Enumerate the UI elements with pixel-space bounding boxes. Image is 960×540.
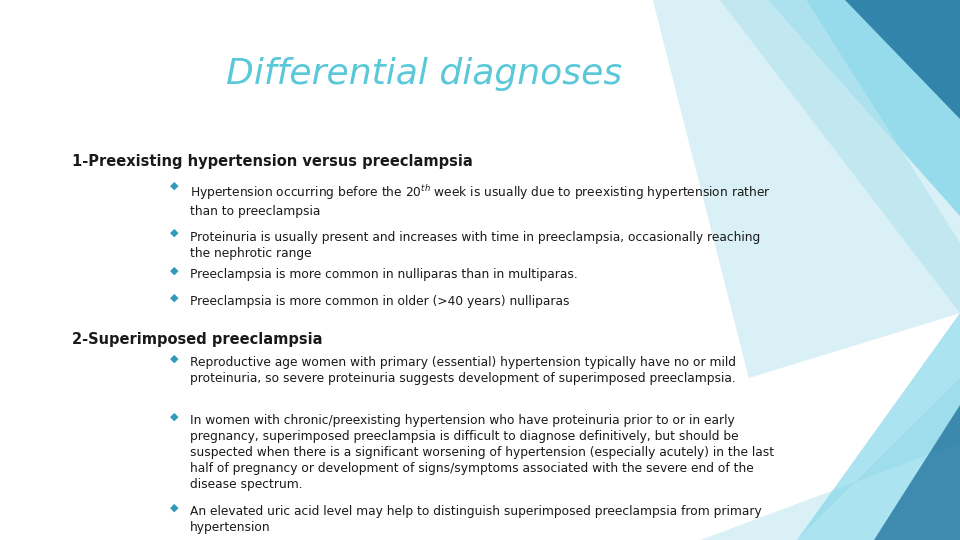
Text: ◆: ◆: [170, 411, 179, 422]
Text: Differential diagnoses: Differential diagnoses: [226, 57, 622, 91]
Text: Preeclampsia is more common in nulliparas than in multiparas.: Preeclampsia is more common in nullipara…: [190, 268, 578, 281]
Text: Hypertension occurring before the 20$^{th}$ week is usually due to preexisting h: Hypertension occurring before the 20$^{t…: [190, 184, 771, 219]
Polygon shape: [874, 405, 960, 540]
Text: ◆: ◆: [170, 502, 179, 512]
Text: Reproductive age women with primary (essential) hypertension typically have no o: Reproductive age women with primary (ess…: [190, 356, 736, 386]
Text: 2-Superimposed preeclampsia: 2-Superimposed preeclampsia: [72, 332, 323, 347]
Text: ◆: ◆: [170, 293, 179, 303]
Polygon shape: [720, 0, 960, 313]
Text: In women with chronic/preexisting hypertension who have proteinuria prior to or : In women with chronic/preexisting hypert…: [190, 414, 774, 491]
Polygon shape: [845, 0, 960, 119]
Text: ◆: ◆: [170, 354, 179, 364]
Polygon shape: [701, 378, 960, 540]
Text: An elevated uric acid level may help to distinguish superimposed preeclampsia fr: An elevated uric acid level may help to …: [190, 505, 762, 534]
Text: 1-Preexisting hypertension versus preeclampsia: 1-Preexisting hypertension versus preecl…: [72, 154, 472, 169]
Text: ◆: ◆: [170, 266, 179, 276]
Text: ◆: ◆: [170, 228, 179, 238]
Polygon shape: [768, 0, 960, 216]
Text: ◆: ◆: [170, 181, 179, 191]
Polygon shape: [797, 313, 960, 540]
Text: Preeclampsia is more common in older (>40 years) nulliparas: Preeclampsia is more common in older (>4…: [190, 295, 569, 308]
Text: Proteinuria is usually present and increases with time in preeclampsia, occasion: Proteinuria is usually present and incre…: [190, 231, 760, 260]
Polygon shape: [653, 0, 960, 378]
